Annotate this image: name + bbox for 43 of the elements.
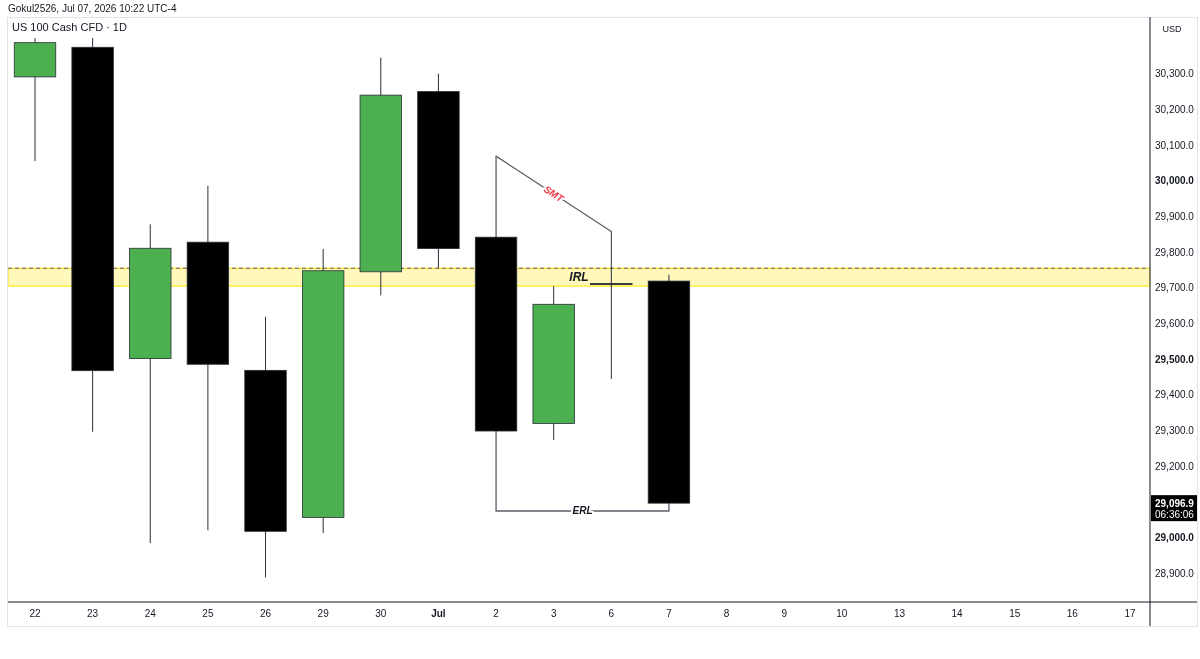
x-tick-label: 7: [666, 607, 673, 619]
y-tick-label: 29,600.0: [1155, 318, 1195, 330]
x-tick-label: 24: [144, 607, 157, 619]
candlestick: [590, 230, 633, 380]
x-tick-label: 2: [493, 607, 500, 619]
y-tick-label: 29,400.0: [1155, 389, 1195, 401]
x-tick-label: 30: [375, 607, 387, 619]
y-tick-label: 30,000.0: [1155, 175, 1195, 187]
chart-title: US 100 Cash CFD · 1D: [12, 21, 127, 33]
y-tick-label: 29,700.0: [1155, 282, 1195, 294]
x-tick-label: 3: [550, 607, 557, 619]
x-tick-label: Jul: [431, 607, 446, 619]
text: 06:36:06: [1155, 508, 1195, 520]
x-tick-label: 6: [608, 607, 615, 619]
x-tick-label: 29: [317, 607, 330, 619]
x-tick-label: 23: [87, 607, 99, 619]
x-tick-label: 14: [951, 607, 964, 619]
text: 29,096.9: [1155, 497, 1195, 509]
x-tick-label: 16: [1066, 607, 1079, 619]
x-tick-label: 10: [836, 607, 848, 619]
x-tick-label: 25: [202, 607, 214, 619]
y-tick-label: 30,200.0: [1155, 103, 1195, 115]
x-tick-label: 22: [29, 607, 41, 619]
y-axis-title: USD: [1162, 24, 1182, 34]
y-tick-label: 29,000.0: [1155, 532, 1195, 544]
y-tick-label: 29,500.0: [1155, 353, 1195, 365]
x-tick-label: 15: [1009, 607, 1021, 619]
y-tick-label: 28,900.0: [1155, 567, 1195, 579]
x-tick-label: 9: [781, 607, 788, 619]
y-tick-label: 29,200.0: [1155, 460, 1195, 472]
y-tick-label: 29,900.0: [1155, 210, 1195, 222]
band-label: IRL: [569, 270, 589, 285]
x-tick-label: 13: [893, 607, 906, 619]
y-tick-label: 30,300.0: [1155, 68, 1195, 80]
text: SMT: [541, 183, 567, 205]
y-tick-label: 30,100.0: [1155, 139, 1195, 151]
x-tick-label: 26: [259, 607, 272, 619]
text: Gokul2526, Jul 07, 2026 10:22 UTC-4: [8, 3, 177, 14]
x-tick-label: 8: [723, 607, 730, 619]
y-tick-label: 29,800.0: [1155, 246, 1195, 258]
y-tick-label: 29,300.0: [1155, 425, 1195, 437]
x-tick-label: 17: [1124, 607, 1136, 619]
series-label: ERL: [572, 505, 593, 517]
